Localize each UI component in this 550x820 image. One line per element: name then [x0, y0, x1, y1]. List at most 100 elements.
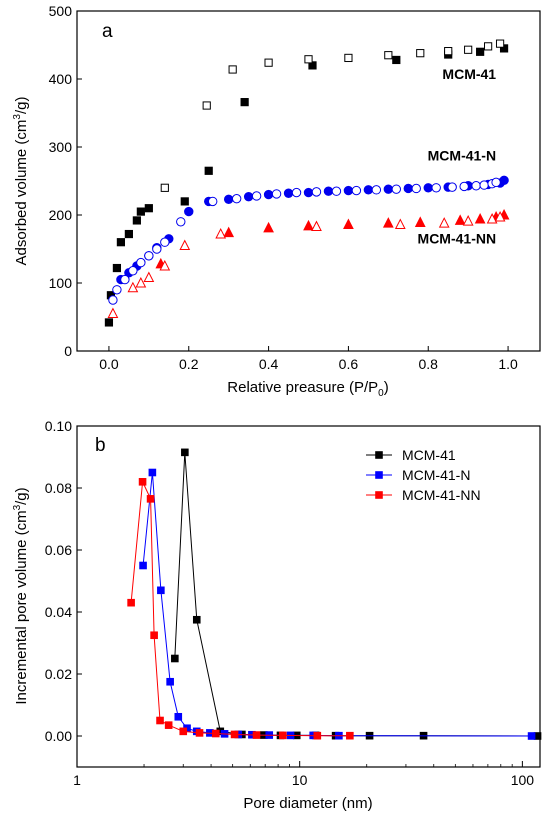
- panel-a-data-point: [382, 217, 394, 228]
- panel-a-data-point: [202, 101, 211, 110]
- panel-a-y-tick-label: 100: [49, 275, 73, 291]
- panel-b-legend-marker: [375, 491, 383, 499]
- panel-a-data-point: [116, 238, 126, 247]
- panel-b-data-point: [157, 586, 165, 595]
- panel-b-data-point: [156, 716, 164, 725]
- panel-a-data-point: [459, 181, 469, 192]
- panel-b-legend-item: MCM-41-N: [366, 467, 470, 483]
- panel-a-series-2: [160, 39, 505, 192]
- panel-a-data-point: [283, 188, 294, 198]
- panel-a-data-point: [447, 182, 457, 192]
- panel-a-data-point: [291, 187, 302, 198]
- panel-b-series-3: [127, 478, 354, 740]
- panel-a-frame: [76, 10, 541, 352]
- panel-b-y-axis-label-end: /g): [13, 487, 30, 505]
- panel-a-data-point: [363, 185, 374, 195]
- panel-a-data-marks: [104, 39, 510, 327]
- panel-a-data-point: [303, 187, 314, 198]
- panel-a-data-point: [208, 196, 218, 207]
- panel-a-data-point: [271, 189, 282, 199]
- panel-a-data-point: [462, 215, 474, 226]
- panel-a-data-point: [343, 185, 354, 196]
- panel-a-y-tick-label: 200: [49, 207, 73, 223]
- panel-a-y-axis-label: Adsorbed volume (cm3/g): [12, 97, 30, 266]
- panel-b-data-point: [211, 729, 220, 738]
- panel-a-y-tick-label: 500: [49, 3, 73, 19]
- panel-a-annotation-mcm41nn: MCM-41-NN: [418, 231, 497, 247]
- panel-a-data-point: [394, 218, 406, 229]
- panel-a-data-point: [128, 266, 138, 276]
- panel-a-data-point: [494, 210, 506, 222]
- panel-a-data-point: [476, 47, 485, 56]
- panel-a-data-point: [144, 251, 154, 261]
- panel-b-data-point: [181, 448, 189, 457]
- panel-a-data-point: [343, 218, 354, 229]
- panel-a-data-point: [486, 213, 498, 224]
- panel-b-x-tick-label: 100: [511, 772, 535, 788]
- panel-a-y-tick-label: 400: [49, 71, 73, 87]
- panel-a-series-6: [107, 210, 506, 319]
- panel-a-data-point: [251, 191, 262, 201]
- panel-a-adsorption-isotherm: 0.0 0.2 0.4 0.6 0.8 1.0 0 100 200 300 400 500 a MC…: [12, 3, 541, 399]
- panel-a-data-point: [127, 281, 139, 293]
- panel-a-data-point: [499, 175, 509, 186]
- panel-a-data-point: [474, 213, 486, 224]
- panel-a-data-point: [411, 183, 421, 194]
- panel-a-data-point: [176, 217, 186, 227]
- panel-b-data-point: [230, 730, 239, 739]
- panel-b-data-point: [252, 731, 261, 739]
- panel-a-data-point: [143, 271, 155, 283]
- panel-a-data-point: [454, 214, 466, 225]
- panel-a-data-point: [160, 183, 169, 192]
- panel-a-data-point: [304, 55, 313, 64]
- panel-a-data-point: [484, 42, 493, 51]
- panel-b-data-point: [150, 631, 158, 640]
- panel-a-x-axis-label-subscript: 0: [378, 388, 384, 399]
- panel-a-annotations: MCM-41 MCM-41-N MCM-41-NN: [418, 66, 497, 247]
- panel-b-label: b: [95, 435, 106, 456]
- panel-a-data-point: [431, 183, 441, 193]
- panel-a-data-point: [416, 49, 425, 58]
- panel-a-data-point: [391, 184, 402, 194]
- panel-a-data-point: [423, 183, 433, 193]
- panel-b-x-ticks: 1 10 100: [73, 761, 534, 788]
- panel-a-y-axis-label-main: Adsorbed volume (cm: [13, 120, 30, 266]
- panel-a-x-tick-label: 0.6: [339, 356, 359, 372]
- panel-a-data-point: [144, 204, 153, 213]
- panel-b-x-tick-label: 10: [292, 772, 308, 788]
- panel-b-data-marks: [127, 448, 542, 740]
- panel-a-x-tick-label: 0.2: [179, 356, 199, 372]
- panel-a-data-point: [112, 285, 122, 295]
- panel-a-label: a: [102, 21, 113, 42]
- panel-a-data-point: [132, 216, 141, 225]
- panel-a-data-point: [152, 244, 162, 254]
- panel-b-series-1: [171, 448, 542, 740]
- panel-b-data-point: [166, 677, 174, 686]
- panel-a-data-point: [384, 51, 393, 60]
- panel-a-data-point: [180, 197, 189, 206]
- panel-b-data-point: [527, 732, 536, 740]
- panel-a-data-point: [215, 227, 227, 239]
- panel-a-data-point: [135, 276, 147, 288]
- panel-a-data-point: [331, 186, 342, 196]
- panel-a-data-point: [495, 39, 505, 48]
- panel-a-data-point: [120, 274, 130, 285]
- panel-b-legend-item: MCM-41: [366, 447, 456, 463]
- panel-a-data-point: [344, 53, 353, 63]
- panel-b-legend-label: MCM-41: [402, 447, 456, 463]
- panel-a-x-axis-label-main: Relative preasure (P/P: [227, 379, 378, 396]
- panel-a-data-point: [383, 184, 394, 194]
- panel-b-data-point: [164, 721, 173, 729]
- panel-b-data-point: [192, 615, 201, 624]
- panel-b-data-point: [146, 495, 155, 503]
- panel-a-data-point: [228, 65, 237, 74]
- panel-a-x-axis-label-end: ): [384, 379, 389, 396]
- panel-a-data-point: [136, 257, 146, 268]
- panel-a-data-point: [107, 307, 119, 319]
- panel-a-data-point: [124, 229, 133, 239]
- panel-a-data-point: [263, 221, 274, 233]
- panel-a-x-tick-label: 1.0: [498, 356, 518, 372]
- panel-a-data-point: [303, 219, 314, 231]
- panel-a-data-point: [464, 45, 473, 54]
